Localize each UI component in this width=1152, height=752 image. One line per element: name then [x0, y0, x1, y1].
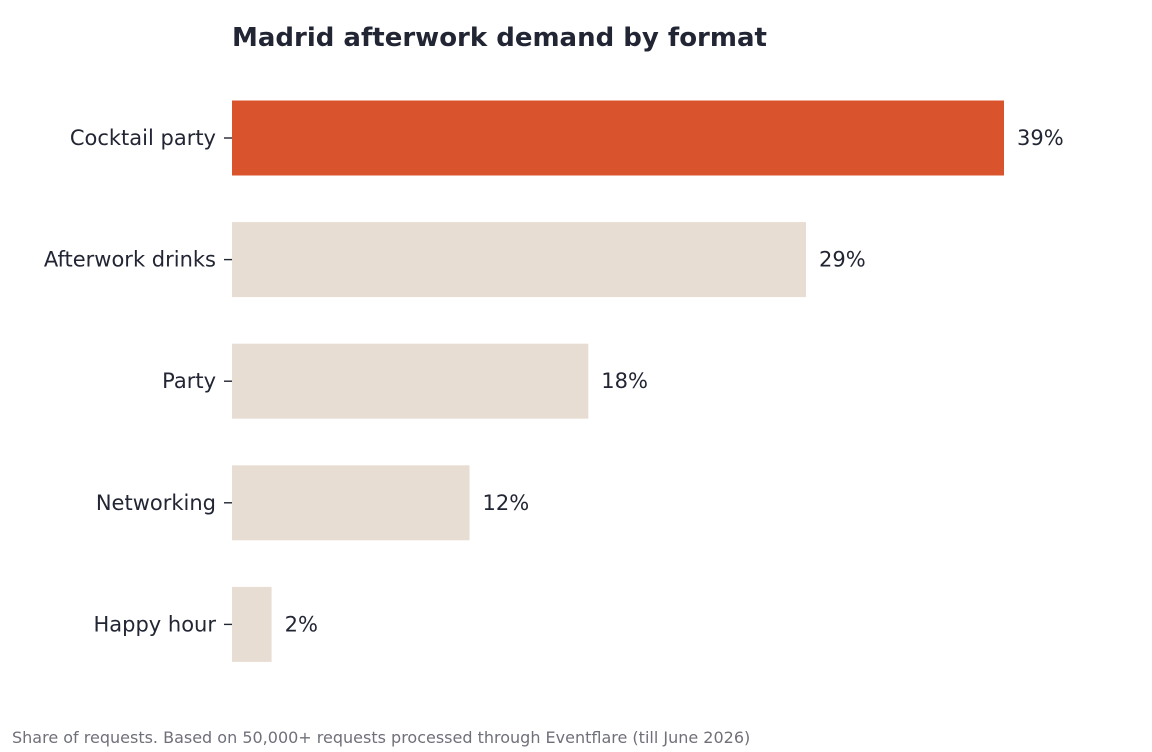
chart-title: Madrid afterwork demand by format — [232, 23, 767, 53]
data-labels: 39% 29% 18% 12% 2% — [285, 126, 1064, 636]
bar-networking — [232, 465, 470, 541]
bar-cocktail-party — [232, 100, 1004, 176]
tick-label-networking: Networking — [96, 491, 216, 515]
bar-happy-hour — [232, 586, 272, 662]
chart-footnote: Share of requests. Based on 50,000+ requ… — [12, 728, 750, 747]
data-label-cocktail-party: 39% — [1017, 126, 1064, 150]
bars — [232, 100, 1004, 662]
data-label-afterwork-drinks: 29% — [819, 248, 866, 272]
y-axis: Cocktail party Afterwork drinks Party Netwo… — [44, 126, 232, 636]
bar-afterwork-drinks — [232, 222, 807, 298]
data-label-happy-hour: 2% — [285, 612, 318, 636]
tick-label-afterwork-drinks: Afterwork drinks — [44, 248, 216, 272]
tick-label-cocktail-party: Cocktail party — [70, 126, 216, 150]
data-label-party: 18% — [601, 369, 648, 393]
bar-party — [232, 343, 589, 419]
data-label-networking: 12% — [483, 491, 530, 515]
tick-label-party: Party — [162, 369, 216, 393]
tick-label-happy-hour: Happy hour — [93, 612, 216, 636]
